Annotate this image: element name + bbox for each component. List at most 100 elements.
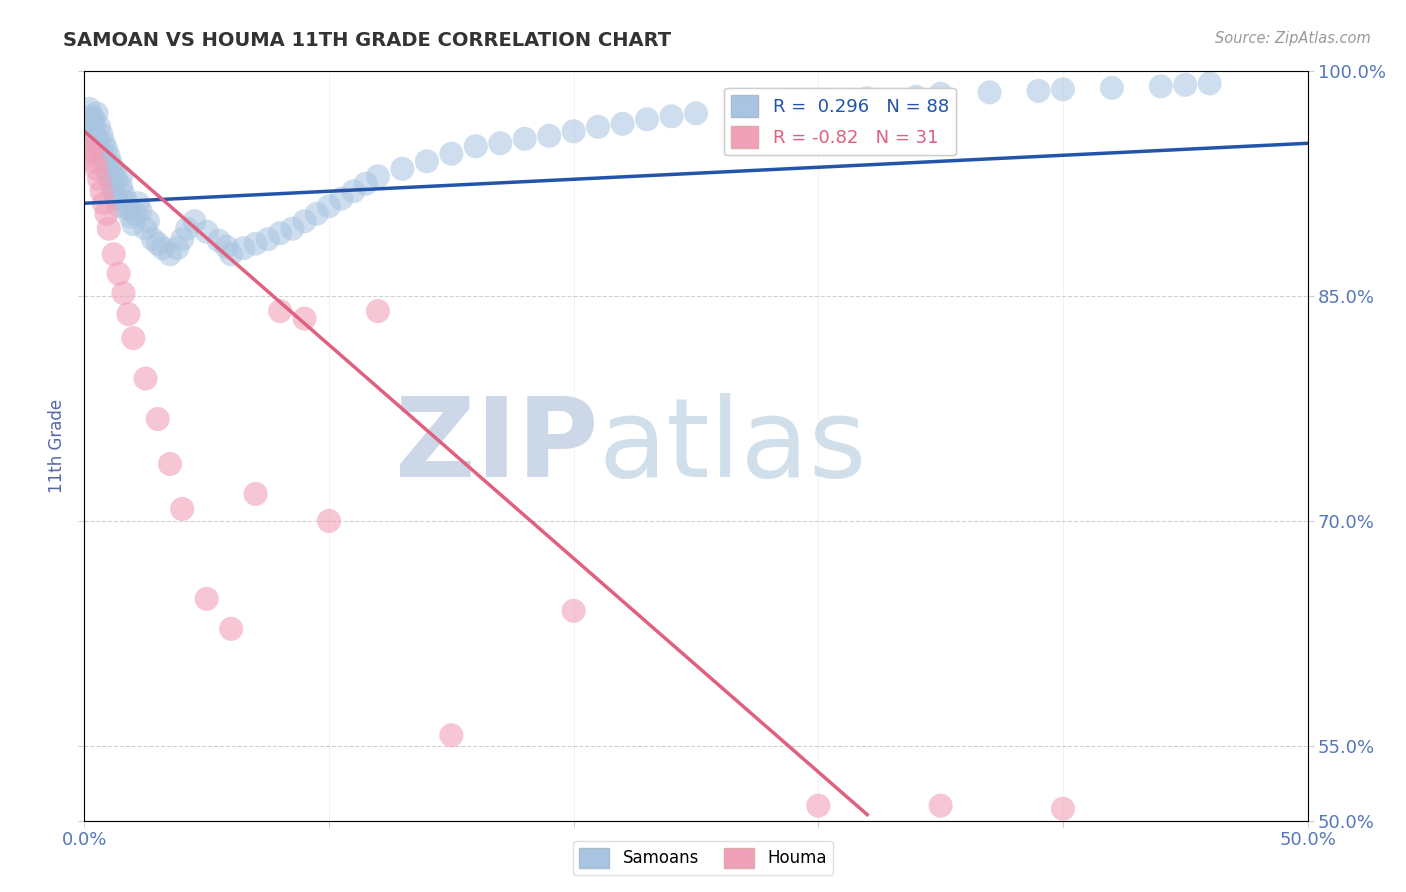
Point xyxy=(305,207,328,221)
Y-axis label: 11th Grade: 11th Grade xyxy=(48,399,66,493)
Point xyxy=(76,139,98,153)
Point xyxy=(330,192,353,206)
Point xyxy=(110,179,132,194)
Point xyxy=(86,106,108,120)
Point xyxy=(685,106,707,120)
Point xyxy=(367,169,389,184)
Point xyxy=(269,304,291,318)
Point xyxy=(93,154,115,169)
Point xyxy=(136,214,159,228)
Point xyxy=(125,207,148,221)
Point xyxy=(538,128,561,143)
Point xyxy=(586,120,609,134)
Point xyxy=(103,247,125,261)
Point xyxy=(979,86,1001,100)
Point xyxy=(294,311,316,326)
Point xyxy=(86,161,108,176)
Point xyxy=(1101,80,1123,95)
Point xyxy=(172,232,194,246)
Point xyxy=(103,165,125,179)
Point xyxy=(77,142,100,156)
Point xyxy=(105,172,128,186)
Point xyxy=(107,267,129,281)
Point xyxy=(929,798,952,813)
Point xyxy=(127,196,149,211)
Point xyxy=(215,240,238,254)
Point xyxy=(115,194,138,209)
Point xyxy=(208,234,231,248)
Text: SAMOAN VS HOUMA 11TH GRADE CORRELATION CHART: SAMOAN VS HOUMA 11TH GRADE CORRELATION C… xyxy=(63,31,672,50)
Point xyxy=(146,236,169,251)
Point xyxy=(152,241,174,255)
Point xyxy=(83,154,105,169)
Point xyxy=(93,196,115,211)
Point xyxy=(1150,79,1173,94)
Point xyxy=(97,169,120,184)
Point xyxy=(120,210,142,224)
Point xyxy=(76,124,98,138)
Point xyxy=(96,142,118,156)
Point xyxy=(195,225,218,239)
Point xyxy=(105,192,128,206)
Point xyxy=(80,109,103,123)
Point xyxy=(100,157,122,171)
Point xyxy=(195,591,218,606)
Point xyxy=(90,146,112,161)
Point xyxy=(96,161,118,176)
Point xyxy=(80,117,103,131)
Point xyxy=(159,247,181,261)
Point xyxy=(112,286,135,301)
Point xyxy=(257,232,280,246)
Point xyxy=(440,728,463,742)
Point xyxy=(269,226,291,240)
Point xyxy=(159,457,181,471)
Point xyxy=(354,177,377,191)
Point xyxy=(107,199,129,213)
Point xyxy=(166,241,188,255)
Point xyxy=(783,97,806,112)
Legend: R =  0.296   N = 88, R = -0.82   N = 31: R = 0.296 N = 88, R = -0.82 N = 31 xyxy=(724,88,956,155)
Point xyxy=(117,307,139,321)
Point xyxy=(142,232,165,246)
Point xyxy=(245,487,267,501)
Point xyxy=(1028,84,1050,98)
Point xyxy=(232,241,254,255)
Point xyxy=(562,124,585,138)
Point xyxy=(96,207,118,221)
Point xyxy=(87,120,110,134)
Point xyxy=(416,154,439,169)
Point xyxy=(513,132,536,146)
Point xyxy=(146,412,169,426)
Point xyxy=(112,187,135,202)
Point xyxy=(110,169,132,184)
Point xyxy=(77,102,100,116)
Point xyxy=(83,121,105,136)
Point xyxy=(734,102,756,116)
Point xyxy=(489,136,512,151)
Point xyxy=(97,221,120,235)
Point xyxy=(318,514,340,528)
Point xyxy=(281,221,304,235)
Point xyxy=(122,217,145,231)
Point xyxy=(93,136,115,151)
Point xyxy=(86,132,108,146)
Point xyxy=(219,622,242,636)
Point xyxy=(1052,82,1074,96)
Point xyxy=(367,304,389,318)
Point xyxy=(342,184,364,198)
Point xyxy=(440,146,463,161)
Point xyxy=(100,177,122,191)
Point xyxy=(90,128,112,142)
Text: Source: ZipAtlas.com: Source: ZipAtlas.com xyxy=(1215,31,1371,46)
Point xyxy=(97,150,120,164)
Point xyxy=(245,236,267,251)
Point xyxy=(103,184,125,198)
Point xyxy=(905,90,928,104)
Point xyxy=(562,604,585,618)
Point xyxy=(172,502,194,516)
Text: ZIP: ZIP xyxy=(395,392,598,500)
Point xyxy=(90,184,112,198)
Point xyxy=(1174,78,1197,92)
Point xyxy=(612,117,634,131)
Point xyxy=(183,214,205,228)
